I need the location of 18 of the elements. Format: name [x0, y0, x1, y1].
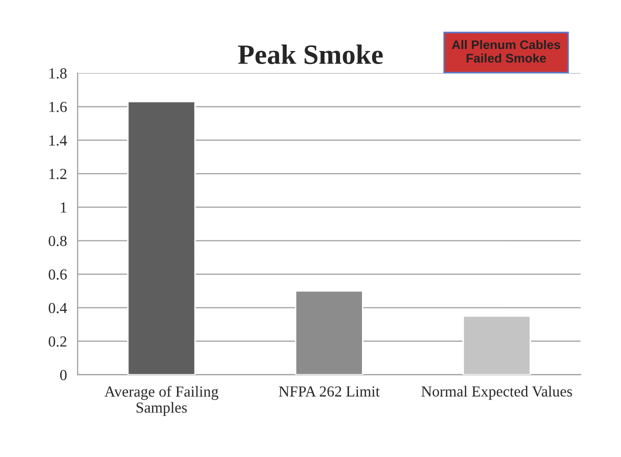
bar [294, 290, 364, 375]
x-tick-label: Normal Expected Values [421, 386, 572, 400]
x-tick-label: Average of Failing Samples [104, 386, 218, 416]
y-tick-label: 0 [60, 370, 67, 380]
y-tick-label: 1.4 [49, 135, 67, 146]
y-tick-label: 1.8 [49, 68, 67, 79]
y-tick-label: 1.2 [49, 168, 66, 180]
text: All Plenum Cables Failed Smoke [452, 40, 560, 63]
y-tick-label: 0.8 [48, 236, 67, 246]
y-tick-label: 1 [60, 202, 66, 212]
bar [127, 100, 196, 375]
y-tick-label: 0.2 [48, 336, 66, 347]
y-tick-label: 0.4 [48, 302, 67, 314]
y-tick-label: 0.6 [48, 269, 67, 280]
y-tick-label: 1.6 [49, 102, 67, 112]
bar [462, 315, 532, 375]
x-tick-label: NFPA 262 Limit [278, 386, 380, 397]
chart-title: Peak Smoke [238, 44, 383, 64]
